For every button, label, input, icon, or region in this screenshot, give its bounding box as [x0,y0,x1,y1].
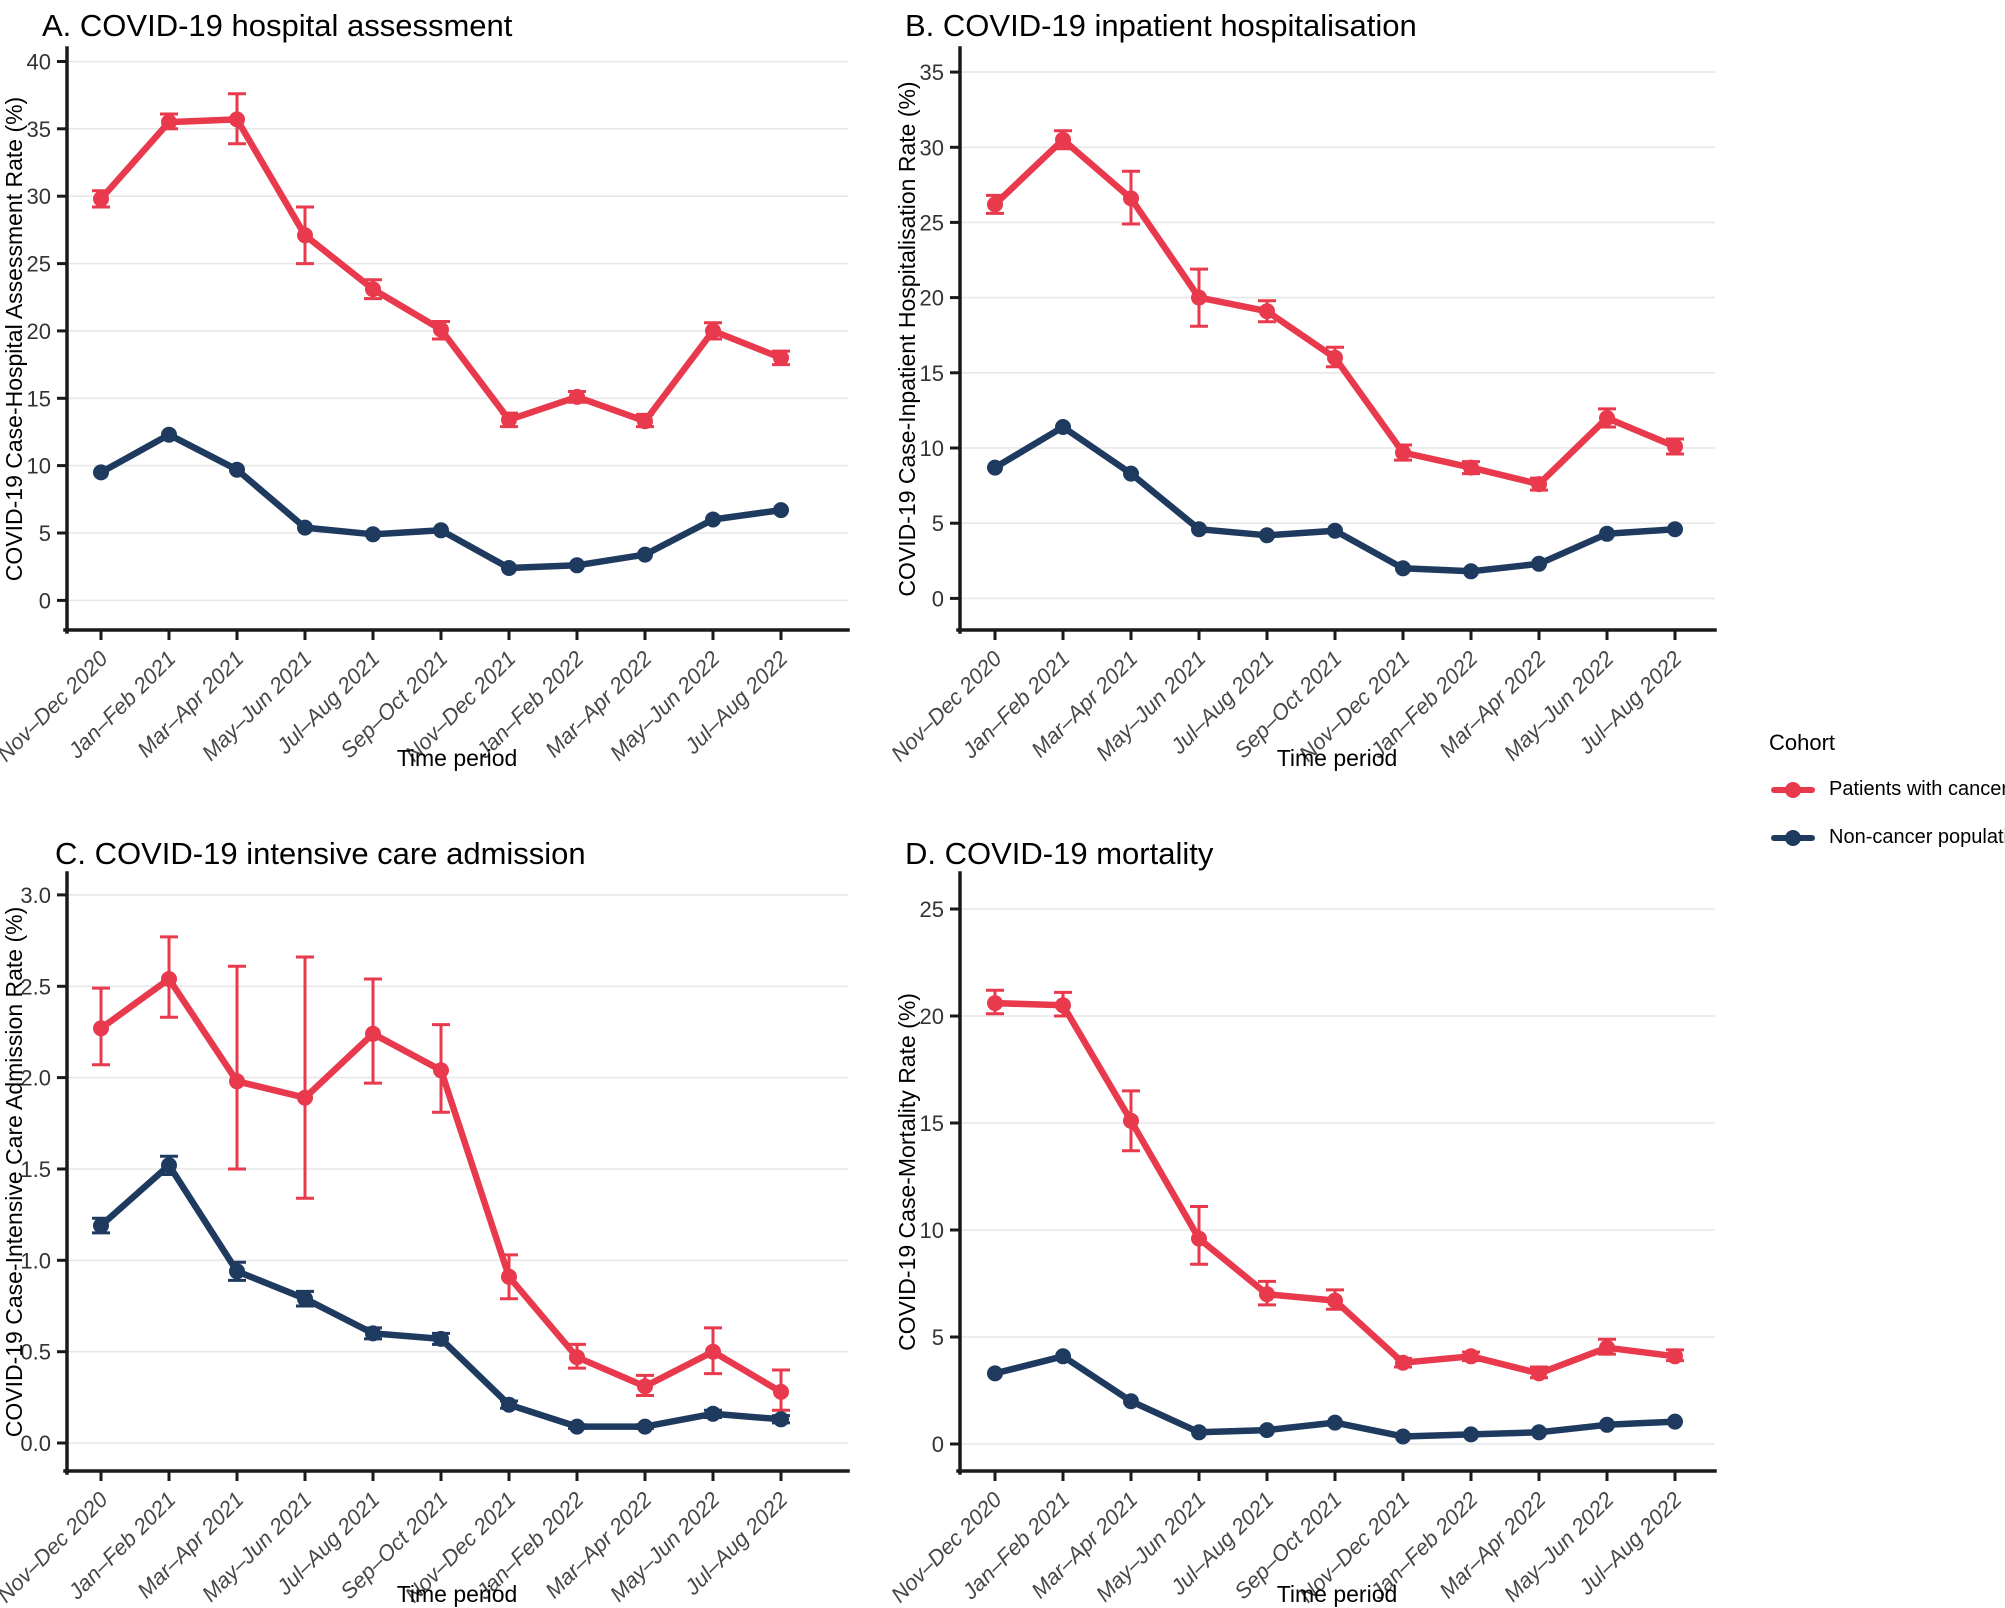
svg-text:25: 25 [920,897,944,922]
svg-text:10: 10 [920,1218,944,1243]
svg-text:2.0: 2.0 [20,1066,51,1091]
svg-text:20: 20 [920,286,944,311]
panel-b-ylabel: COVID-19 Case-Inpatient Hospitalisation … [894,81,920,596]
panel-b-xlabel: Time period [1277,745,1398,771]
svg-text:10: 10 [27,454,51,479]
panel-d-xlabel: Time period [1277,1581,1398,1607]
svg-text:0.0: 0.0 [20,1431,51,1456]
svg-text:35: 35 [27,117,51,142]
panel-a-title: A. COVID-19 hospital assessment [42,8,513,43]
panel-c-ylabel: COVID-19 Case-Intensive Care Admission R… [1,907,27,1437]
legend: Cohort Patients with cancer Non-cancer p… [1745,730,2005,874]
series-patients-with-cancer [92,92,790,430]
svg-text:10: 10 [920,436,944,461]
svg-text:Nov–Dec 2020: Nov–Dec 2020 [0,1486,113,1607]
panel-c-xlabel: Time period [397,1581,518,1607]
panel-d-title: D. COVID-19 mortality [905,836,1214,871]
legend-item-patients-with-cancer: Patients with cancer [1745,778,2005,801]
series-patients-with-cancer [92,935,790,1412]
series-non-cancer-population [987,419,1683,580]
panel-d-ylabel: COVID-19 Case-Mortality Rate (%) [894,993,920,1351]
svg-text:5: 5 [39,521,51,546]
svg-text:35: 35 [920,60,944,85]
series-non-cancer-population [987,1348,1683,1445]
series-patients-with-cancer [986,988,1684,1382]
legend-label-non-cancer: Non-cancer population [1829,826,2005,848]
series-non-cancer-population [92,1154,790,1435]
svg-text:25: 25 [27,252,51,277]
svg-text:0.5: 0.5 [20,1340,51,1365]
svg-text:20: 20 [920,1004,944,1029]
svg-text:1.5: 1.5 [20,1157,51,1182]
svg-text:5: 5 [932,511,944,536]
svg-text:40: 40 [27,50,51,75]
panel-a-xlabel: Time period [397,745,518,771]
panel-b-title: B. COVID-19 inpatient hospitalisation [905,8,1417,43]
svg-text:30: 30 [920,135,944,160]
legend-item-non-cancer-population: Non-cancer population [1745,826,2005,849]
panel-a-ylabel: COVID-19 Case-Hospital Assessment Rate (… [1,97,27,581]
svg-text:5: 5 [932,1325,944,1350]
svg-text:30: 30 [27,184,51,209]
legend-swatch-non-cancer-icon [1771,829,1815,846]
panel-c-title: C. COVID-19 intensive care admission [55,836,586,871]
svg-text:0: 0 [932,1432,944,1457]
svg-text:1.0: 1.0 [20,1248,51,1273]
svg-text:25: 25 [920,210,944,235]
svg-text:15: 15 [27,386,51,411]
series-patients-with-cancer [986,129,1684,493]
svg-text:3.0: 3.0 [20,883,51,908]
svg-text:0: 0 [932,586,944,611]
svg-text:15: 15 [920,361,944,386]
svg-text:2.5: 2.5 [20,974,51,999]
legend-swatch-cancer-icon [1771,781,1815,798]
svg-text:15: 15 [920,1111,944,1136]
legend-label-cancer: Patients with cancer [1829,778,2005,800]
series-non-cancer-population [93,426,789,576]
svg-text:0: 0 [39,588,51,613]
legend-title: Cohort [1769,730,1836,755]
svg-text:20: 20 [27,319,51,344]
svg-text:Nov–Dec 2020: Nov–Dec 2020 [0,645,113,766]
